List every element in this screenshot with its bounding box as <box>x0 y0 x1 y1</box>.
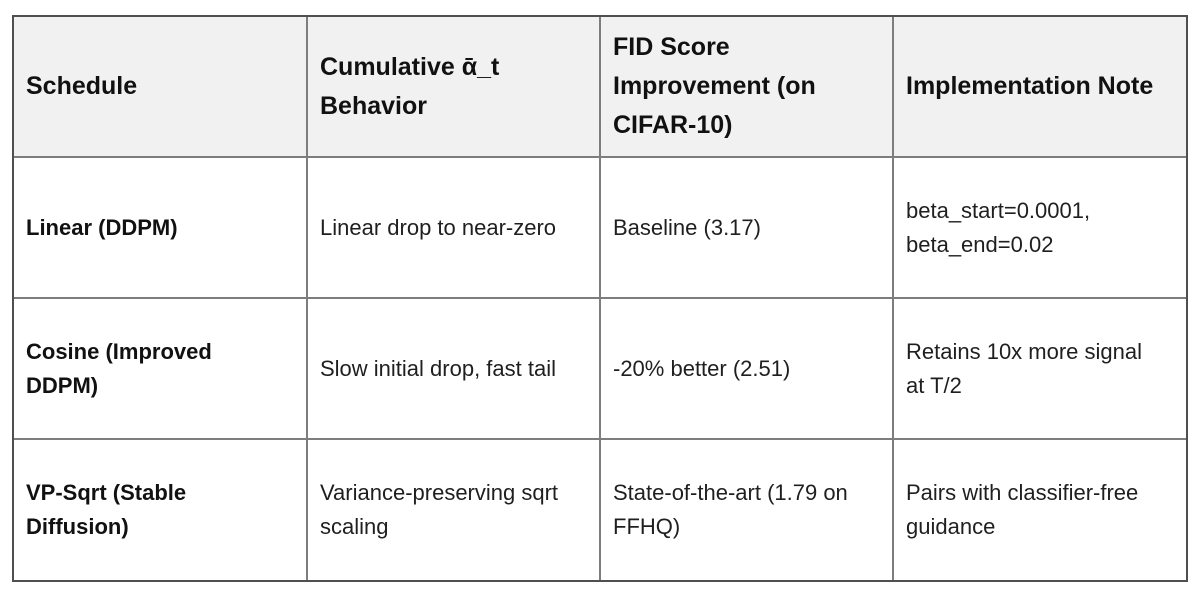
fid-improvement-cell: Baseline (3.17) <box>599 156 894 299</box>
schedule-name-cell: Linear (DDPM) <box>14 156 308 299</box>
table-row-cosine: Cosine (Improved DDPM) Slow initial drop… <box>14 297 1186 440</box>
table-row-linear: Linear (DDPM) Linear drop to near-zero B… <box>14 156 1186 299</box>
alpha-behavior-cell: Linear drop to near-zero <box>306 156 601 299</box>
implementation-note-cell: Retains 10x more signal at T/2 <box>892 297 1186 440</box>
header-row: Schedule Cumulative ᾱ_t Behavior FID Sco… <box>14 17 1186 158</box>
schedule-name-cell: VP-Sqrt (Stable Diffusion) <box>14 438 308 580</box>
schedule-table: Schedule Cumulative ᾱ_t Behavior FID Sco… <box>14 17 1186 580</box>
column-header-implementation-note: Implementation Note <box>892 17 1186 158</box>
fid-improvement-cell: State-of-the-art (1.79 on FFHQ) <box>599 438 894 580</box>
alpha-behavior-cell: Slow initial drop, fast tail <box>306 297 601 440</box>
schedule-comparison-table: Schedule Cumulative ᾱ_t Behavior FID Sco… <box>12 15 1188 582</box>
table-row-vp-sqrt: VP-Sqrt (Stable Diffusion) Variance-pres… <box>14 438 1186 580</box>
fid-improvement-cell: -20% better (2.51) <box>599 297 894 440</box>
schedule-name-cell: Cosine (Improved DDPM) <box>14 297 308 440</box>
column-header-schedule: Schedule <box>14 17 308 158</box>
implementation-note-cell: beta_start=0.0001, beta_end=0.02 <box>892 156 1186 299</box>
implementation-note-cell: Pairs with classifier-free guidance <box>892 438 1186 580</box>
column-header-fid-improvement: FID Score Improvement (on CIFAR-10) <box>599 17 894 158</box>
column-header-alpha-behavior: Cumulative ᾱ_t Behavior <box>306 17 601 158</box>
alpha-behavior-cell: Variance-preserving sqrt scaling <box>306 438 601 580</box>
